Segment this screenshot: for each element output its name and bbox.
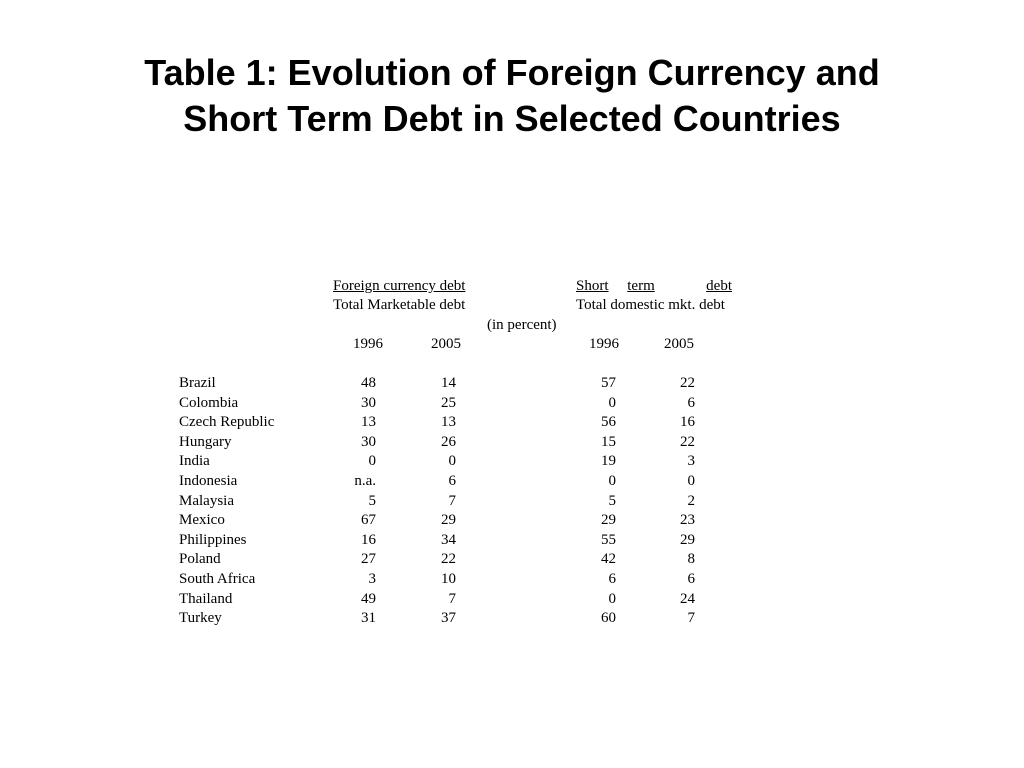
st-2005-cell: 29 [680, 531, 695, 548]
fc-2005-cell: 26 [441, 433, 456, 450]
fc-2005-cell: 22 [441, 551, 456, 568]
st-1996-cell: 60 [601, 610, 616, 627]
header-total-domestic-mkt-debt: Total domestic mkt. debt [576, 297, 725, 313]
country-cell: Thailand [179, 590, 233, 607]
fc-2005-cell: 7 [448, 492, 457, 509]
st-1996-cell: 55 [601, 531, 616, 548]
country-cell: Turkey [179, 610, 222, 627]
fc-2005-cell: 10 [441, 571, 456, 587]
fc-1996-cell: 0 [368, 453, 377, 470]
fc-2005-cell: 14 [441, 375, 456, 391]
st-2005-cell: 3 [687, 453, 696, 470]
fc-1996-cell: 30 [361, 433, 376, 450]
header-term-word: term [627, 278, 655, 294]
fc-1996-cell: 31 [361, 610, 376, 627]
year-header-st-1996: 1996 [589, 336, 619, 352]
fc-1996-cell: 48 [361, 375, 376, 391]
slide-title: Table 1: Evolution of Foreign Currency a… [0, 50, 1024, 142]
title-line-2: Short Term Debt in Selected Countries [183, 98, 841, 139]
country-cell: India [179, 453, 210, 470]
fc-2005-cell: 25 [441, 394, 456, 411]
header-short-word: Short [576, 278, 609, 294]
st-2005-cell: 16 [680, 414, 695, 431]
st-1996-cell: 6 [608, 571, 617, 587]
country-cell: Colombia [179, 394, 239, 411]
st-1996-cell: 57 [601, 375, 616, 391]
country-cell: Malaysia [179, 492, 234, 509]
st-1996-cell: 15 [601, 433, 616, 450]
st-2005-cell: 24 [680, 590, 695, 607]
header-foreign-currency-debt: Foreign currency debt [333, 278, 466, 294]
year-header-fc-2005: 2005 [431, 336, 461, 352]
fc-2005-cell: 0 [448, 453, 457, 470]
st-2005-cell: 6 [687, 571, 696, 587]
country-cell: Brazil [179, 375, 216, 391]
fc-1996-cell: 67 [361, 512, 376, 529]
header-short-term-debt: Short term debt [576, 277, 736, 296]
st-1996-cell: 29 [601, 512, 616, 529]
unit-note: (in percent) [487, 317, 557, 333]
fc-1996-cell: 30 [361, 394, 376, 411]
st-2005-cell: 0 [687, 473, 696, 489]
st-1996-cell: 56 [601, 414, 616, 431]
st-1996-cell: 0 [608, 473, 617, 489]
year-header-fc-1996: 1996 [353, 336, 383, 352]
st-2005-cell: 22 [680, 433, 695, 450]
header-debt-word: debt [706, 278, 732, 294]
fc-2005-cell: 37 [441, 610, 456, 627]
fc-1996-cell: n.a. [354, 473, 376, 489]
st-1996-cell: 0 [608, 394, 617, 411]
st-2005-cell: 22 [680, 375, 695, 391]
fc-1996-cell: 16 [361, 531, 376, 548]
st-1996-cell: 0 [608, 590, 617, 607]
country-cell: Poland [179, 551, 221, 568]
country-cell: Czech Republic [179, 414, 275, 431]
fc-2005-cell: 13 [441, 414, 456, 431]
fc-2005-cell: 29 [441, 512, 456, 529]
country-cell: Indonesia [179, 473, 238, 489]
st-2005-cell: 6 [687, 394, 696, 411]
st-1996-cell: 19 [601, 453, 616, 470]
header-total-marketable-debt: Total Marketable debt [333, 297, 466, 313]
st-2005-cell: 23 [680, 512, 695, 529]
fc-2005-cell: 6 [448, 473, 457, 489]
fc-1996-cell: 13 [361, 414, 376, 431]
st-1996-cell: 5 [608, 492, 617, 509]
fc-2005-cell: 34 [441, 531, 456, 548]
st-2005-cell: 7 [687, 610, 696, 627]
country-cell: Philippines [179, 531, 247, 548]
country-cell: Mexico [179, 512, 225, 529]
fc-1996-cell: 27 [361, 551, 376, 568]
fc-1996-cell: 3 [368, 571, 377, 587]
country-cell: Hungary [179, 433, 232, 450]
year-header-st-2005: 2005 [664, 336, 694, 352]
title-line-1: Table 1: Evolution of Foreign Currency a… [144, 52, 880, 93]
country-cell: South Africa [179, 571, 256, 587]
fc-1996-cell: 49 [361, 590, 376, 607]
st-1996-cell: 42 [601, 551, 616, 568]
st-2005-cell: 8 [687, 551, 696, 568]
fc-2005-cell: 7 [448, 590, 457, 607]
fc-1996-cell: 5 [368, 492, 377, 509]
st-2005-cell: 2 [687, 492, 696, 509]
